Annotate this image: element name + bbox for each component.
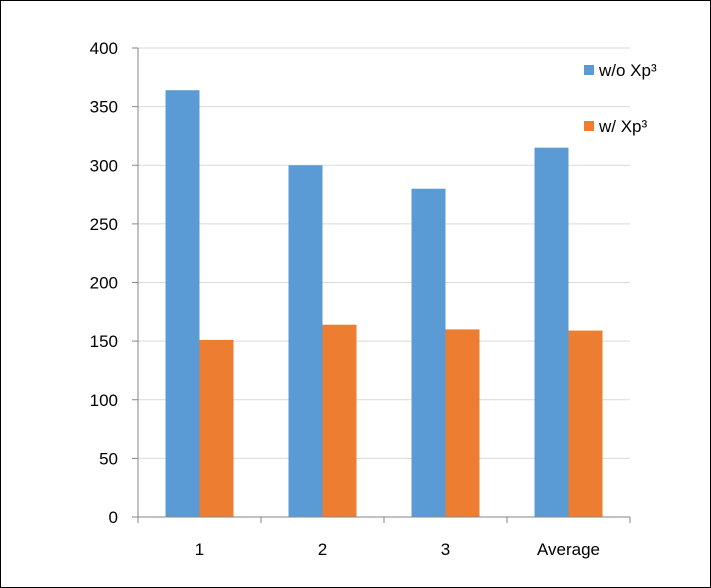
- axes: [132, 47, 631, 523]
- bar-without-xp3-2: [288, 165, 323, 517]
- x-tick-label: 3: [441, 540, 450, 559]
- bar-with-xp3-1: [199, 339, 234, 517]
- y-tick-label: 0: [109, 508, 118, 527]
- y-tick-label: 350: [90, 98, 118, 117]
- bar-without-xp3-1: [165, 90, 200, 518]
- y-tick-label: 150: [90, 332, 118, 351]
- x-axis-tick-labels: 1 2 3 Average: [195, 540, 600, 559]
- y-axis-tick-labels: 0 50 100 150 200 250 300 350 400: [90, 39, 118, 527]
- legend-swatch-with-xp3: [584, 121, 594, 131]
- legend: w/o Xp³ w/ Xp³: [584, 61, 657, 136]
- legend-label-without-xp3: w/o Xp³: [598, 61, 657, 80]
- bar-without-xp3-3: [411, 188, 446, 517]
- bar-with-xp3-4: [568, 330, 603, 517]
- y-tick-label: 100: [90, 391, 118, 410]
- x-tick-label: 2: [318, 540, 327, 559]
- x-tick-label: 1: [195, 540, 204, 559]
- y-tick-label: 300: [90, 156, 118, 175]
- bar-without-xp3-4: [534, 147, 569, 517]
- legend-label-with-xp3: w/ Xp³: [598, 117, 648, 136]
- legend-swatch-without-xp3: [584, 65, 594, 75]
- bar-with-xp3-3: [445, 329, 480, 517]
- x-tick-label: Average: [537, 540, 600, 559]
- y-tick-label: 400: [90, 39, 118, 58]
- y-tick-label: 50: [99, 449, 118, 468]
- bar-with-xp3-2: [322, 324, 357, 517]
- y-tick-label: 200: [90, 274, 118, 293]
- y-tick-label: 250: [90, 215, 118, 234]
- bars: [165, 90, 603, 518]
